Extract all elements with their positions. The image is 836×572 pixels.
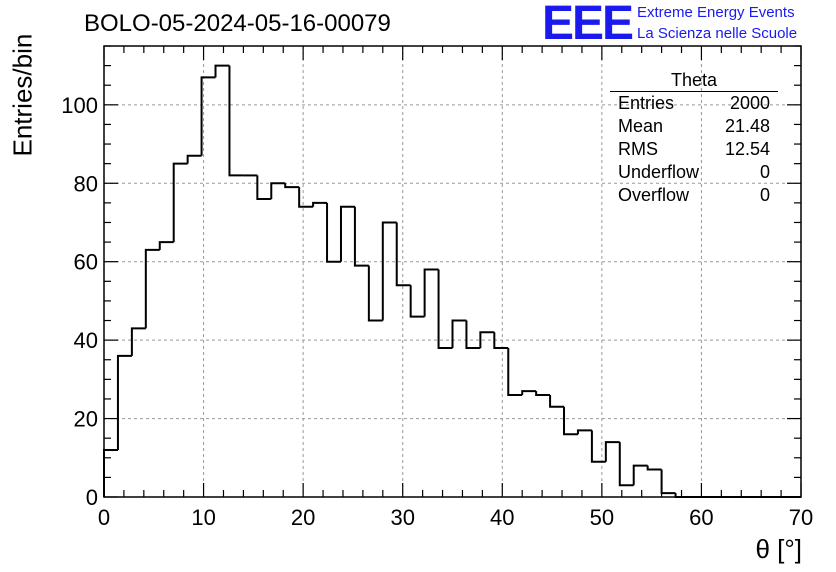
histogram-bin — [200, 76, 216, 156]
stats-row-entries: Entries 2000 — [610, 92, 778, 115]
tick-layer — [103, 45, 802, 498]
histogram-bin — [507, 347, 523, 397]
stats-row-underflow: Underflow 0 — [610, 161, 778, 184]
histogram-bin — [493, 332, 509, 349]
chart-title: BOLO-05-2024-05-16-00079 — [84, 10, 391, 37]
y-tick-label: 80 — [74, 171, 98, 196]
histogram-bin — [549, 395, 565, 408]
histogram-bin — [312, 201, 328, 207]
histogram-bin — [103, 448, 118, 497]
y-tick-label: 100 — [61, 93, 98, 118]
stats-overflow-label: Overflow — [618, 185, 690, 205]
histogram-bin — [298, 187, 314, 208]
stats-entries-label: Entries — [618, 93, 675, 113]
x-tick-label: 10 — [191, 505, 215, 530]
stats-box: Theta Entries 2000 Mean 21.48 RMS 12.54 … — [610, 70, 778, 207]
x-tick-label: 70 — [789, 505, 813, 530]
histogram-bin — [186, 154, 202, 164]
histogram-bin — [660, 469, 676, 495]
y-tick-label: 0 — [86, 485, 98, 510]
histogram-bin — [576, 429, 592, 435]
x-tick-label: 30 — [390, 505, 414, 530]
x-tick-label: 0 — [98, 505, 110, 530]
frame-layer — [103, 45, 802, 498]
stats-rms-value: 12.54 — [724, 139, 770, 159]
histogram-bin — [465, 320, 481, 349]
histogram-bin — [521, 390, 537, 396]
histogram-bin — [256, 175, 272, 200]
eee-logo-mark: EEE — [542, 0, 634, 50]
histogram-bin — [563, 406, 578, 436]
histogram-bin — [618, 442, 634, 487]
histogram-bin — [632, 464, 648, 486]
eee-logo-line1: Extreme Energy Events — [637, 4, 795, 21]
x-axis-label: θ [°] — [755, 534, 802, 564]
stats-entries-value: 2000 — [729, 93, 770, 113]
stats-underflow-label: Underflow — [618, 162, 700, 182]
histogram-bin — [604, 441, 620, 462]
stats-row-overflow: Overflow 0 — [610, 184, 778, 207]
histogram-bin — [284, 183, 300, 189]
y-tick-label: 20 — [74, 407, 98, 432]
y-tick-label: 60 — [74, 250, 98, 275]
x-tick-label: 60 — [689, 505, 713, 530]
tick-label-layer: 0 10 20 30 40 50 60 70 0 20 40 60 80 100 — [61, 93, 813, 530]
histogram-bin — [451, 319, 467, 348]
x-tick-label: 40 — [490, 505, 514, 530]
stats-overflow-value: 0 — [759, 185, 770, 205]
histogram-bin — [158, 241, 174, 250]
histogram-bin — [130, 327, 146, 356]
stats-box-title: Theta — [610, 70, 778, 92]
stats-row-rms: RMS 12.54 — [610, 138, 778, 161]
x-tick-label: 20 — [291, 505, 315, 530]
histogram-bin — [381, 221, 397, 321]
histogram-bin — [144, 248, 160, 329]
histogram-bin — [172, 162, 188, 243]
histogram-bin — [535, 391, 551, 397]
histogram-bin — [437, 269, 453, 349]
histogram-bin — [395, 222, 411, 287]
stats-row-mean: Mean 21.48 — [610, 115, 778, 138]
y-tick-label: 40 — [74, 328, 98, 353]
histogram-bin — [423, 268, 439, 317]
stats-mean-label: Mean — [618, 116, 664, 136]
histogram-bin — [326, 202, 341, 263]
histogram-bin — [339, 205, 355, 262]
histogram-bin — [353, 206, 369, 267]
histogram-bin — [228, 65, 244, 177]
histogram-bin — [479, 331, 495, 348]
plot-frame — [103, 45, 802, 498]
eee-logo-line2: La Scienza nelle Scuole — [637, 25, 798, 42]
histogram-bin — [367, 265, 383, 322]
histogram-bin — [409, 285, 425, 318]
histogram-bin — [214, 64, 230, 78]
x-tick-label: 50 — [590, 505, 614, 530]
histogram-bin — [590, 430, 606, 463]
stats-underflow-value: 0 — [759, 162, 770, 182]
histogram-bin — [646, 465, 662, 471]
stats-mean-value: 21.48 — [724, 116, 770, 136]
histogram-bin — [270, 182, 286, 199]
stats-rms-label: RMS — [618, 139, 658, 159]
histogram-bin — [116, 354, 132, 450]
